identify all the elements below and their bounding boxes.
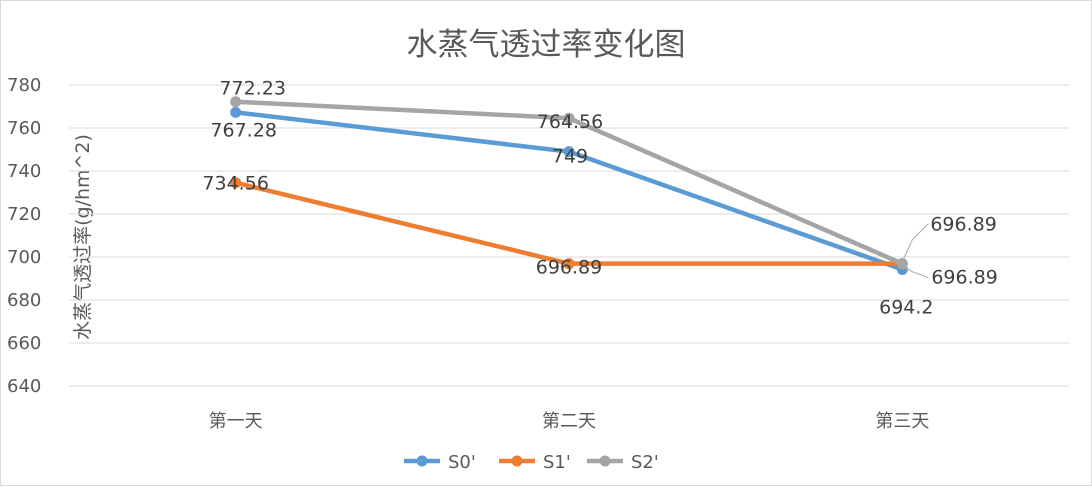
data-labels: 767.28 749 694.2 734.56 696.89 696.89 772.23 76… [202, 78, 997, 319]
data-label: 749 [552, 146, 588, 168]
data-point-s1-1 [563, 258, 575, 270]
series-line-s0 [233, 110, 905, 272]
legend-item-s0: S0' [404, 452, 476, 473]
data-label: 696.89 [930, 214, 996, 236]
label-leader-line [902, 265, 929, 279]
x-axis-ticks: 第一天 第二天 第三天 [209, 411, 930, 432]
legend-marker [599, 455, 611, 467]
x-tick-label: 第二天 [542, 411, 596, 432]
data-label: 696.89 [536, 257, 602, 279]
legend: S0' S1' S2' [404, 452, 659, 473]
legend-item-s2: S2' [587, 452, 659, 473]
series-line-s1 [233, 180, 905, 266]
data-point-s1-0 [230, 177, 242, 189]
data-point-s2-2 [896, 258, 908, 270]
chart-title: 水蒸气透过率变化图 [407, 27, 686, 63]
data-point-s2-0 [230, 96, 242, 108]
y-tick-label: 700 [7, 247, 41, 268]
data-label: 734.56 [202, 173, 268, 195]
gridlines [69, 84, 1069, 387]
y-tick-label: 780 [7, 75, 41, 96]
label-leader-line [901, 223, 929, 262]
y-tick-label: 660 [7, 333, 41, 354]
legend-item-s1: S1' [499, 452, 571, 473]
data-point-s0-0 [230, 106, 242, 118]
y-tick-label: 640 [7, 376, 41, 397]
legend-label: S0' [448, 452, 476, 473]
y-tick-label: 740 [7, 161, 41, 182]
y-tick-label: 720 [7, 204, 41, 225]
data-label: 767.28 [210, 119, 276, 141]
y-tick-label: 680 [7, 290, 41, 311]
y-axis-ticks: 640 660 680 700 720 740 760 780 [7, 75, 41, 397]
data-point-s2-1 [563, 112, 575, 124]
legend-label: S1' [543, 452, 571, 473]
legend-marker [511, 455, 523, 467]
x-tick-label: 第三天 [875, 411, 929, 432]
y-tick-label: 760 [7, 118, 41, 139]
data-label: 694.2 [879, 296, 933, 318]
series-layer [230, 96, 908, 275]
data-label: 772.23 [219, 78, 285, 100]
legend-label: S2' [631, 452, 659, 473]
legend-marker [416, 455, 428, 467]
y-axis-label: 水蒸气透过率(g/hm^2) [72, 134, 94, 340]
data-point-s0-1 [563, 146, 575, 158]
x-tick-label: 第一天 [209, 411, 263, 432]
data-label: 696.89 [931, 267, 997, 289]
data-label: 764.56 [537, 111, 603, 133]
